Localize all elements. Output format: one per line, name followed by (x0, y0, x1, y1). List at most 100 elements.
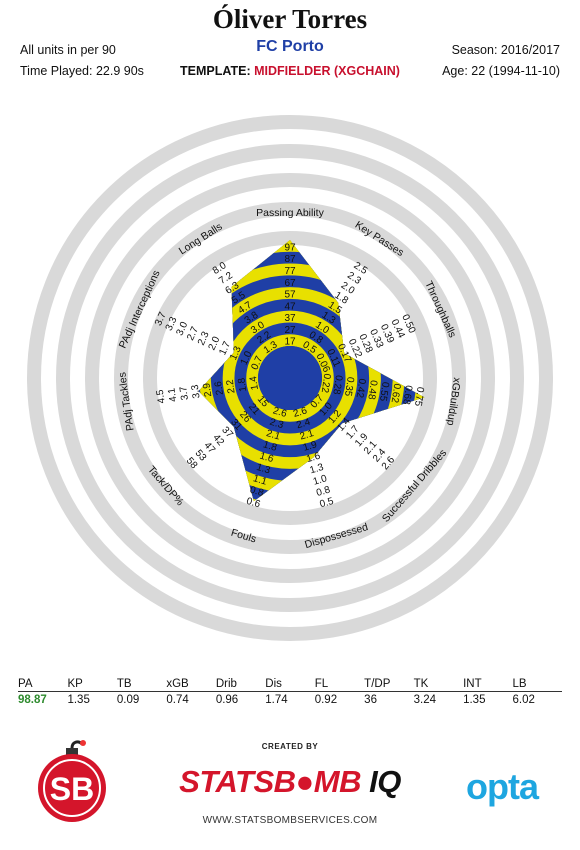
tick-label: 2.1 (265, 428, 282, 443)
tick-label: 1.8 (236, 377, 249, 393)
stat-header-tdp: T/DP (364, 678, 391, 690)
stat-value-xgb: 0.74 (166, 694, 189, 706)
units-note: All units in per 90 (20, 43, 116, 57)
tick-label: 1.6 (305, 451, 322, 466)
tick-label: 3.7 (178, 385, 191, 401)
grid-ring (143, 231, 437, 525)
tick-label: 57 (284, 290, 296, 301)
statsbomb-iq-brand: STATSB●MB IQ (0, 764, 580, 800)
time-played: Time Played: 22.9 90s (20, 64, 144, 78)
tick-label: 3.3 (164, 315, 180, 333)
tick-label: 0.62 (389, 383, 403, 404)
tick-label: 0.48 (365, 379, 379, 400)
tick-label: 77 (284, 266, 296, 277)
tick-label: 1.3 (309, 462, 326, 477)
stat-header-kp: KP (67, 678, 83, 690)
tick-label: 1.0 (312, 473, 329, 488)
grid-ring (56, 144, 524, 612)
grid-ring (114, 202, 466, 554)
club-name: FC Porto (256, 38, 324, 55)
tick-label: 37 (284, 313, 296, 324)
axis-label-passing-ability: Passing Ability (256, 207, 324, 219)
tick-label: 0.22 (319, 373, 333, 394)
tick-label: 1.3 (228, 344, 244, 362)
stats-value-row: 98.87 1.35 0.09 0.74 0.96 1.74 0.92 36 3.24 1.35 6… (18, 692, 562, 706)
tick-label: 0.75 (412, 386, 426, 407)
tick-label: 47 (284, 301, 296, 312)
tick-label: 3.0 (174, 320, 190, 338)
tick-label: 1.9 (302, 439, 319, 454)
stats-header-row: PA KP TB xGB Drib Dis FL T/DP TK INT LB (18, 678, 562, 692)
stat-value-pa: 98.87 (18, 694, 47, 706)
stat-value-tb: 0.09 (116, 694, 140, 706)
tick-label: 0.7 (249, 354, 265, 372)
tick-label: 2.3 (268, 417, 285, 432)
stat-header-int: INT (463, 678, 482, 690)
tick-label: 2.9 (201, 382, 214, 398)
season: Season: 2016/2017 (451, 43, 560, 57)
opta-logo: opta (466, 766, 539, 807)
stat-header-tb: TB (116, 678, 132, 690)
tick-label: 4.1 (166, 387, 179, 403)
stat-header-fl: FL (314, 678, 329, 690)
player-name: Óliver Torres (212, 4, 368, 34)
tick-label: 87 (284, 254, 296, 265)
template-line: TEMPLATE: MIDFIELDER (XGCHAIN) (0, 64, 580, 78)
bomb-icon: ● (295, 764, 315, 799)
tick-label: 4.5 (155, 388, 168, 404)
tick-label: 67 (284, 278, 296, 289)
tick-label: 1.3 (255, 462, 272, 477)
grid-ring (27, 115, 553, 641)
tick-label: 3.3 (190, 383, 203, 399)
stat-value-fl: 0.92 (314, 694, 338, 706)
tick-label: 0.28 (330, 374, 344, 395)
template-label: TEMPLATE: (180, 64, 251, 78)
tick-label: 1.7 (217, 339, 233, 357)
template-value: MIDFIELDER (XGCHAIN) (254, 64, 400, 78)
brand-part-c: IQ (369, 764, 401, 799)
tick-label: 2.6 (272, 405, 289, 420)
tick-label: 0.55 (377, 381, 391, 402)
stat-header-dis: Dis (265, 678, 282, 690)
website: WWW.STATSBOMBSERVICES.COM (202, 815, 378, 826)
stat-header-pa: PA (18, 678, 33, 690)
tick-label: 1.8 (262, 439, 279, 454)
tick-label: 2.3 (196, 330, 212, 348)
tick-label: 1.6 (258, 451, 275, 466)
tick-label: 97 (284, 242, 296, 253)
stat-value-lb: 6.02 (512, 694, 535, 706)
tick-label: 2.0 (207, 335, 223, 353)
tick-label: 0.8 (248, 485, 265, 500)
tick-label: 2.6 (213, 380, 226, 396)
tick-label: 17 (284, 337, 296, 348)
stat-value-tdp: 36 (364, 694, 377, 706)
grid-ring (85, 173, 495, 583)
tick-label: 0.5 (319, 496, 336, 511)
age: Age: 22 (1994-11-10) (442, 64, 560, 78)
stat-header-drib: Drib (215, 678, 237, 690)
tick-label: 1.0 (239, 349, 255, 367)
tick-label: 27 (284, 325, 296, 336)
tick-label: 1.1 (252, 473, 269, 488)
tick-label: 0.42 (354, 378, 368, 399)
stat-value-kp: 1.35 (67, 694, 90, 706)
stat-header-tk: TK (413, 678, 429, 690)
stat-header-xgb: xGB (166, 678, 189, 690)
stat-value-drib: 0.96 (215, 694, 239, 706)
tick-label: 3.7 (153, 310, 169, 328)
tick-label: 1.4 (248, 375, 261, 391)
stats-table: PA KP TB xGB Drib Dis FL T/DP TK INT LB 98.87 1.35 0… (18, 678, 562, 706)
tick-label: 2.2 (225, 378, 238, 394)
brand-part-a: STATSB (179, 764, 296, 799)
stat-value-int: 1.35 (463, 694, 486, 706)
tick-label: 2.6 (292, 405, 309, 420)
brand-part-b: MB (313, 764, 362, 799)
tick-label: 2.7 (185, 325, 201, 343)
tick-label: 0.6 (245, 496, 262, 511)
tick-label: 0.8 (315, 484, 332, 499)
stat-value-tk: 3.24 (413, 694, 437, 706)
tick-label: 0.35 (342, 376, 356, 397)
stat-value-dis: 1.74 (265, 694, 288, 706)
stat-header-lb: LB (512, 678, 527, 690)
